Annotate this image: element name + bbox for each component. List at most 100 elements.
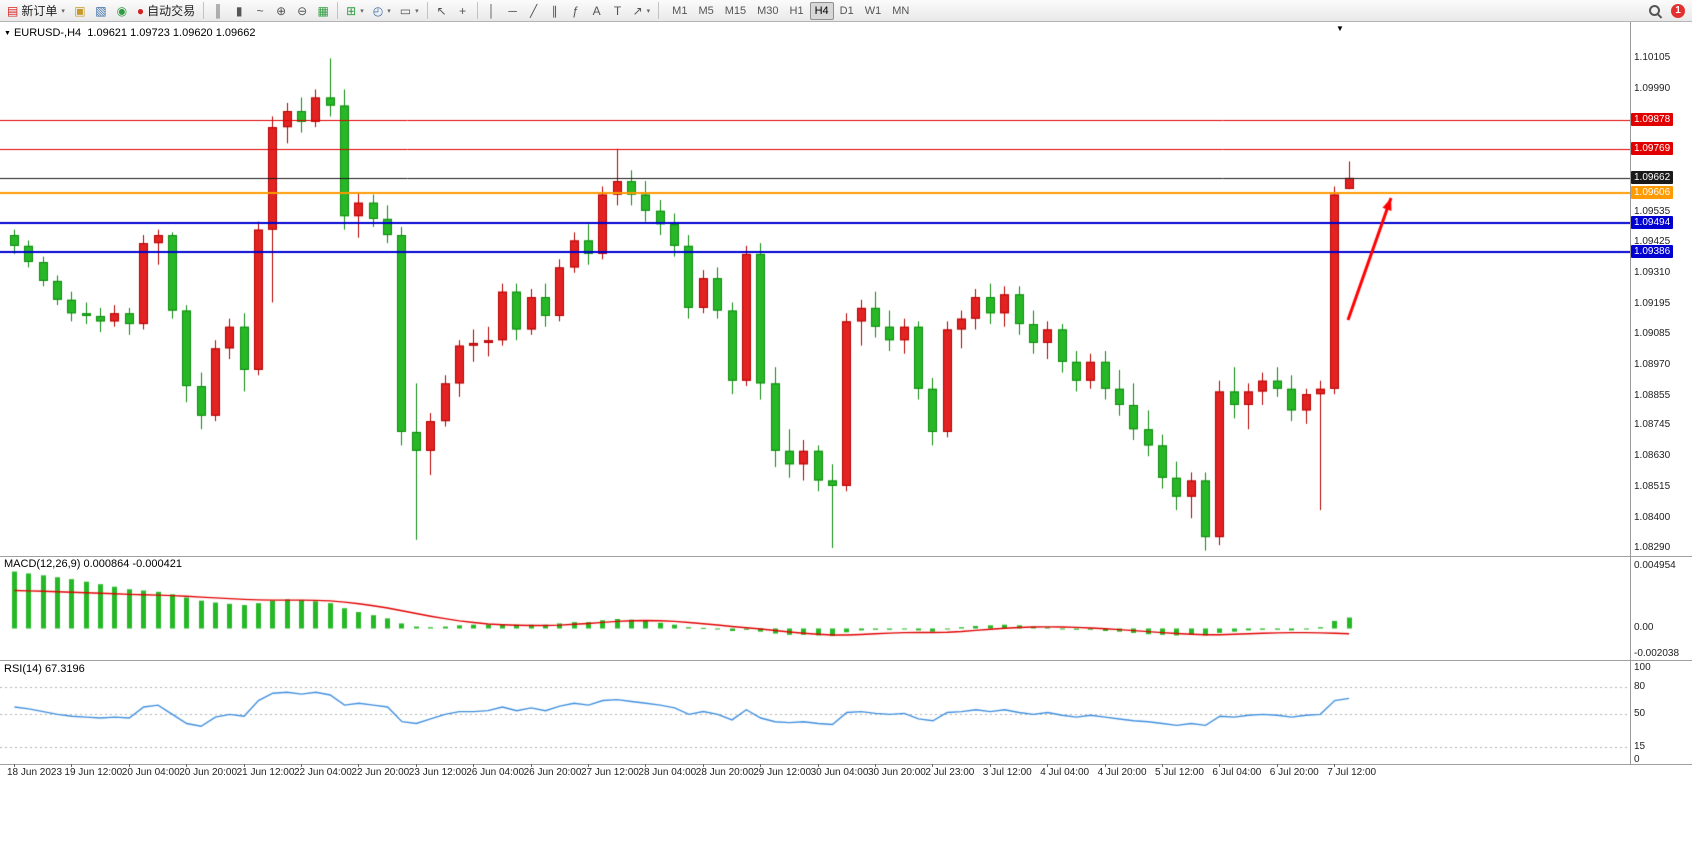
timeframe-button-H4[interactable]: H4 — [809, 1, 834, 20]
right-offset-marker-icon: ▼ — [1336, 24, 1344, 33]
caret-down-icon: ▾ — [646, 7, 651, 15]
macd-panel-canvas[interactable] — [0, 557, 1630, 660]
rsi-indicator-label: RSI(14) 67.3196 — [4, 663, 85, 675]
tile-windows-button[interactable]: ▦ — [313, 1, 333, 20]
time-axis-label: 20 Jun 20:00 — [179, 767, 238, 778]
timeframe-button-MN[interactable]: MN — [887, 2, 914, 20]
crosshair-tool-button[interactable]: + — [453, 1, 473, 20]
timeframe-button-W1[interactable]: W1 — [860, 2, 887, 20]
charts-button[interactable]: ▧ — [91, 1, 111, 20]
price-tag: 1.09769 — [1631, 142, 1674, 156]
timeframe-button-H1[interactable]: H1 — [785, 2, 809, 20]
indicators-button[interactable]: ⊞ ▾ — [342, 1, 368, 20]
templates-button[interactable]: ▭ ▾ — [396, 1, 423, 20]
price-tag: 1.09386 — [1631, 245, 1674, 259]
caret-down-icon: ▾ — [387, 7, 391, 15]
time-axis-tick — [1162, 764, 1163, 767]
zoom-in-icon: ⊕ — [276, 3, 287, 18]
sound-button[interactable]: ◉ — [112, 1, 132, 20]
fibonacci-tool-button[interactable]: ƒ — [566, 1, 586, 20]
notification-badge[interactable]: 1 — [1671, 3, 1685, 18]
time-axis-label: 4 Jul 20:00 — [1097, 767, 1147, 778]
price-axis-label: 1.09195 — [1634, 297, 1671, 309]
price-axis-label: 1.08290 — [1634, 541, 1671, 553]
sound-icon: ◉ — [116, 3, 128, 18]
line-chart-icon: ~ — [256, 3, 264, 18]
template-icon: ▭ — [399, 3, 412, 18]
time-axis-tick — [1047, 764, 1049, 767]
time-axis-tick — [1334, 764, 1336, 767]
time-axis-tick — [1219, 764, 1221, 767]
collapse-icon: ▼ — [4, 30, 11, 37]
time-axis-tick — [358, 764, 360, 767]
price-axis-label: 1.09310 — [1634, 266, 1671, 278]
arrows-icon: ↗ — [632, 3, 643, 18]
rsi-panel-canvas[interactable] — [0, 661, 1630, 764]
charts-icon: ▧ — [95, 3, 107, 18]
timeframe-button-M1[interactable]: M1 — [667, 2, 692, 20]
time-axis-label: 6 Jul 20:00 — [1269, 767, 1319, 778]
price-axis-label: 1.08630 — [1634, 450, 1671, 462]
time-axis-label: 26 Jun 04:00 — [466, 767, 525, 778]
label-tool-button[interactable]: T — [608, 1, 628, 20]
horizontal-line-tool-button[interactable]: ─ — [503, 1, 523, 20]
time-axis-tick — [760, 764, 762, 767]
periods-button[interactable]: ◴ ▾ — [369, 1, 395, 20]
price-tag: 1.09494 — [1631, 216, 1674, 230]
time-axis-label: 27 Jun 12:00 — [581, 767, 639, 778]
rsi-axis-label: 0 — [1634, 754, 1640, 766]
panel-separator[interactable] — [0, 660, 1692, 661]
line-chart-type-button[interactable]: ~ — [250, 1, 270, 20]
trendline-tool-button[interactable]: ╱ — [524, 1, 544, 20]
time-axis-label: 19 Jun 12:00 — [64, 767, 123, 778]
indicators-icon: ⊞ — [346, 3, 357, 18]
channel-tool-button[interactable]: ∥ — [545, 1, 565, 20]
timeframe-button-M30[interactable]: M30 — [752, 2, 783, 20]
timeframe-button-M5[interactable]: M5 — [693, 2, 718, 20]
search-button[interactable] — [1644, 1, 1666, 20]
caret-down-icon: ▾ — [360, 7, 364, 15]
timeframe-button-D1[interactable]: D1 — [835, 2, 859, 20]
caret-down-icon: ▾ — [61, 7, 65, 15]
panel-separator[interactable] — [0, 556, 1692, 557]
trendline-icon: ╱ — [529, 3, 538, 18]
time-axis-tick — [530, 764, 532, 767]
time-axis-label: 2 Jul 23:00 — [925, 767, 975, 778]
candle-chart-type-button[interactable]: ▮ — [229, 1, 249, 20]
new-order-icon: ▤ — [7, 3, 19, 18]
autotrading-button[interactable]: ● 自动交易 — [133, 1, 199, 20]
crosshair-icon: + — [459, 3, 467, 18]
toolbox-button[interactable]: ▣ — [70, 1, 90, 20]
zoom-out-button[interactable]: ⊖ — [292, 1, 312, 20]
time-axis-tick — [415, 764, 417, 767]
time-axis-tick — [645, 764, 647, 767]
main-toolbar: ▤ 新订单 ▾ ▣ ▧ ◉ ● 自动交易 ║ ▮ ~ ⊕ ⊖ ▦ ⊞ ▾ ◴ ▾ ▭… — [0, 0, 1692, 22]
time-axis-label: 22 Jun 04:00 — [294, 767, 352, 778]
rsi-axis-label: 80 — [1634, 680, 1646, 692]
price-axis-label: 1.09535 — [1634, 206, 1671, 218]
vertical-line-tool-button[interactable]: │ — [482, 1, 502, 20]
toolbar-separator — [476, 2, 478, 19]
toolbar-separator — [203, 2, 205, 19]
new-order-button[interactable]: ▤ 新订单 ▾ — [3, 1, 69, 20]
price-axis-label: 1.09425 — [1634, 235, 1671, 247]
time-axis-label: 7 Jul 12:00 — [1327, 767, 1377, 778]
price-axis-label: 1.09990 — [1634, 83, 1671, 95]
time-axis-tick — [875, 764, 876, 767]
timeframe-button-M15[interactable]: M15 — [720, 2, 751, 20]
time-axis-label: 20 Jun 04:00 — [121, 767, 180, 778]
fibonacci-icon: ƒ — [572, 3, 579, 18]
text-tool-button[interactable]: A — [587, 1, 607, 20]
zoom-in-button[interactable]: ⊕ — [271, 1, 291, 20]
vertical-line-icon: │ — [487, 3, 496, 18]
arrows-tool-button[interactable]: ↗ ▾ — [629, 1, 655, 20]
time-axis-label: 26 Jun 20:00 — [523, 767, 582, 778]
symbol-ohlc-text: EURUSD-,H4 1.09621 1.09723 1.09620 1.096… — [13, 27, 256, 39]
cursor-tool-button[interactable]: ↖ — [432, 1, 452, 20]
time-axis-label: 18 Jun 2023 — [7, 767, 63, 778]
panel-separator — [0, 764, 1692, 765]
main-chart-canvas[interactable] — [0, 22, 1630, 556]
time-axis-label: 4 Jul 04:00 — [1040, 767, 1090, 778]
bar-chart-type-button[interactable]: ║ — [208, 1, 228, 20]
